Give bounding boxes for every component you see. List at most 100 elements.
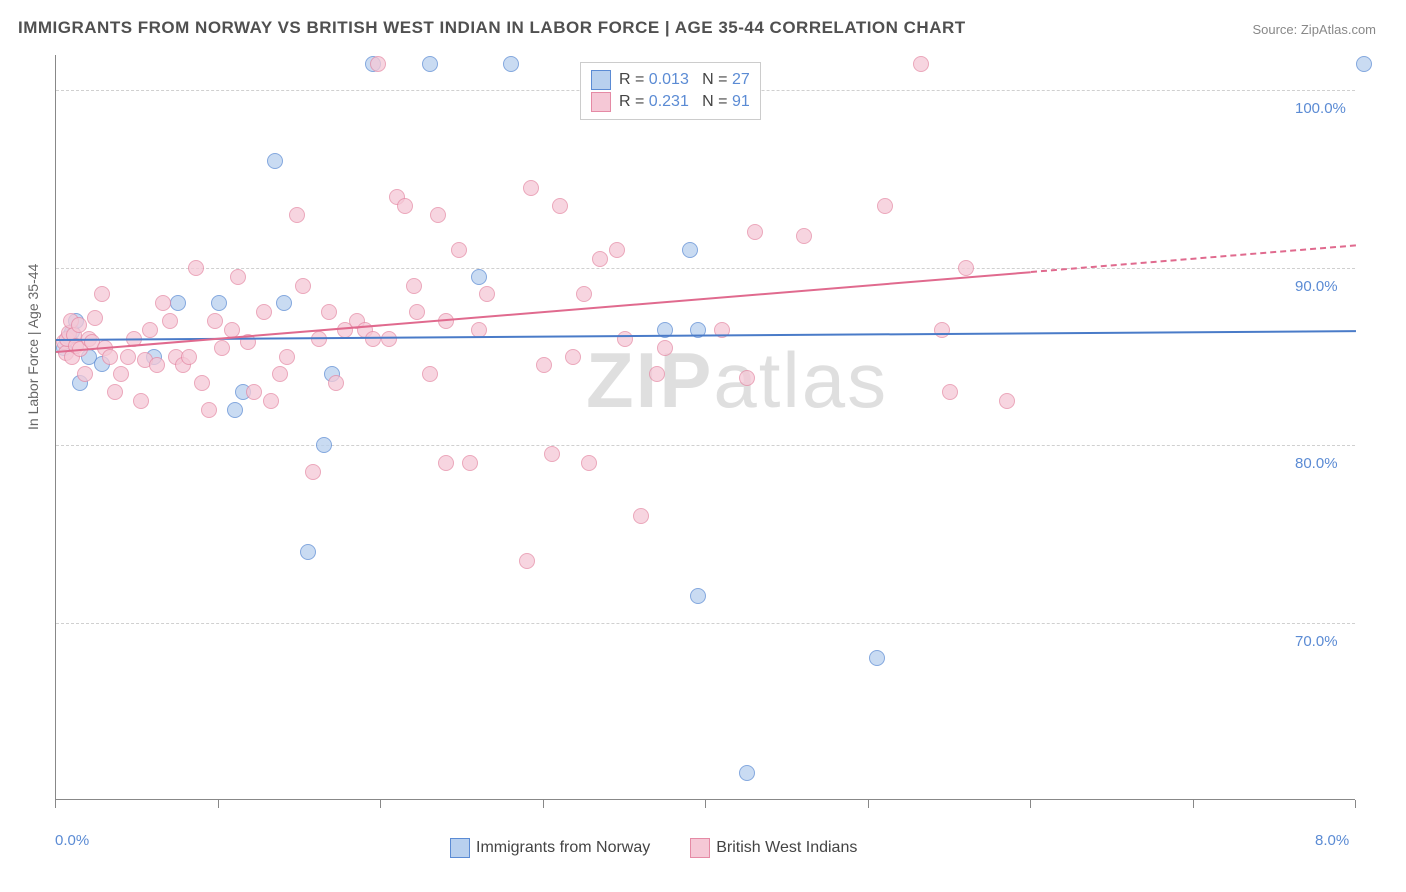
- data-point: [690, 588, 706, 604]
- data-point: [565, 349, 581, 365]
- data-point: [120, 349, 136, 365]
- data-point: [999, 393, 1015, 409]
- data-point: [267, 153, 283, 169]
- data-point: [211, 295, 227, 311]
- data-point: [451, 242, 467, 258]
- data-point: [170, 295, 186, 311]
- data-point: [519, 553, 535, 569]
- data-point: [230, 269, 246, 285]
- series-legend: Immigrants from Norway British West India…: [450, 838, 897, 858]
- data-point: [107, 384, 123, 400]
- data-point: [102, 349, 118, 365]
- x-tick-label: 0.0%: [55, 832, 89, 849]
- data-point: [305, 464, 321, 480]
- data-point: [256, 304, 272, 320]
- data-point: [71, 317, 87, 333]
- data-point: [201, 402, 217, 418]
- data-point: [869, 650, 885, 666]
- data-point: [194, 375, 210, 391]
- x-tick-mark: [1193, 800, 1194, 808]
- x-tick-mark: [1355, 800, 1356, 808]
- data-point: [406, 278, 422, 294]
- data-point: [617, 331, 633, 347]
- data-point: [552, 198, 568, 214]
- n-value: 27: [732, 71, 750, 88]
- legend-swatch: [591, 70, 611, 90]
- data-point: [576, 286, 592, 302]
- legend-swatch: [591, 92, 611, 112]
- data-point: [633, 508, 649, 524]
- data-point: [657, 340, 673, 356]
- data-point: [227, 402, 243, 418]
- data-point: [272, 366, 288, 382]
- legend-label: British West Indians: [716, 839, 857, 856]
- data-point: [295, 278, 311, 294]
- data-point: [958, 260, 974, 276]
- chart-container: IMMIGRANTS FROM NORWAY VS BRITISH WEST I…: [0, 0, 1406, 892]
- data-point: [739, 765, 755, 781]
- data-point: [913, 56, 929, 72]
- watermark: ZIPatlas: [586, 335, 888, 426]
- data-point: [422, 366, 438, 382]
- data-point: [430, 207, 446, 223]
- data-point: [370, 56, 386, 72]
- data-point: [422, 56, 438, 72]
- data-point: [471, 269, 487, 285]
- data-point: [321, 304, 337, 320]
- data-point: [1356, 56, 1372, 72]
- gridline-h: [56, 445, 1355, 446]
- data-point: [149, 357, 165, 373]
- legend-row: R = 0.013 N = 27: [591, 70, 750, 90]
- data-point: [934, 322, 950, 338]
- data-point: [438, 455, 454, 471]
- data-point: [279, 349, 295, 365]
- r-value: 0.013: [649, 71, 689, 88]
- trend-line: [56, 271, 1031, 353]
- x-tick-mark: [55, 800, 56, 808]
- data-point: [328, 375, 344, 391]
- data-point: [246, 384, 262, 400]
- data-point: [739, 370, 755, 386]
- data-point: [942, 384, 958, 400]
- data-point: [214, 340, 230, 356]
- data-point: [592, 251, 608, 267]
- r-value: 0.231: [649, 93, 689, 110]
- data-point: [462, 455, 478, 471]
- data-point: [479, 286, 495, 302]
- x-tick-mark: [380, 800, 381, 808]
- data-point: [503, 56, 519, 72]
- n-value: 91: [732, 93, 750, 110]
- plot-area: ZIPatlas: [55, 55, 1355, 800]
- data-point: [581, 455, 597, 471]
- x-tick-label: 8.0%: [1315, 832, 1349, 849]
- data-point: [747, 224, 763, 240]
- data-point: [877, 198, 893, 214]
- data-point: [181, 349, 197, 365]
- legend-row: R = 0.231 N = 91: [591, 92, 750, 112]
- data-point: [162, 313, 178, 329]
- data-point: [796, 228, 812, 244]
- data-point: [289, 207, 305, 223]
- source-label: Source: ZipAtlas.com: [1252, 22, 1376, 37]
- watermark-bold: ZIP: [586, 336, 713, 424]
- legend-swatch: [690, 838, 710, 858]
- x-tick-mark: [543, 800, 544, 808]
- data-point: [94, 286, 110, 302]
- data-point: [523, 180, 539, 196]
- correlation-legend: R = 0.013 N = 27R = 0.231 N = 91: [580, 62, 761, 120]
- gridline-h: [56, 268, 1355, 269]
- legend-swatch: [450, 838, 470, 858]
- x-tick-mark: [868, 800, 869, 808]
- x-tick-mark: [705, 800, 706, 808]
- data-point: [409, 304, 425, 320]
- y-tick-label: 70.0%: [1295, 633, 1338, 650]
- legend-item: Immigrants from Norway: [450, 839, 650, 856]
- data-point: [276, 295, 292, 311]
- data-point: [263, 393, 279, 409]
- data-point: [133, 393, 149, 409]
- data-point: [381, 331, 397, 347]
- y-tick-label: 100.0%: [1295, 100, 1346, 117]
- data-point: [536, 357, 552, 373]
- data-point: [207, 313, 223, 329]
- data-point: [300, 544, 316, 560]
